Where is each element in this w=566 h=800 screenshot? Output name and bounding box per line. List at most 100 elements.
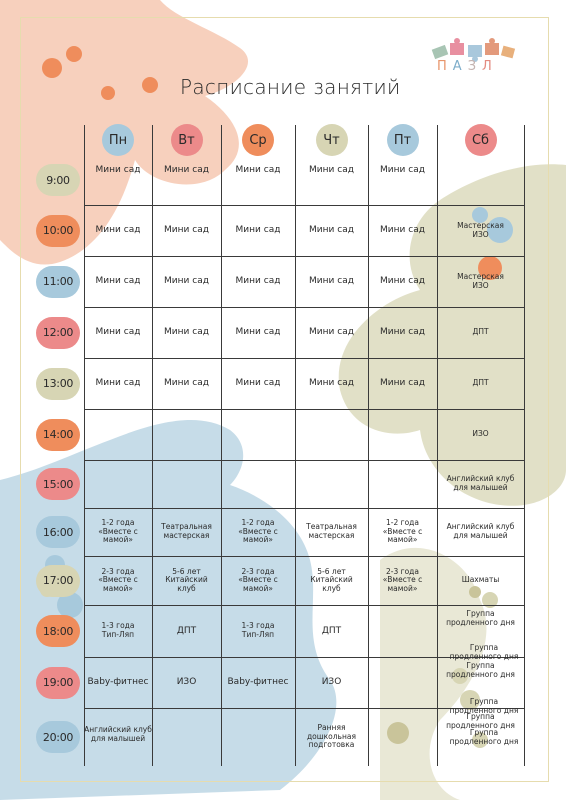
schedule-cell: Мини сад xyxy=(235,276,281,287)
schedule-cell: Театральная мастерская xyxy=(306,522,357,540)
logo-letter: Л xyxy=(482,59,498,74)
table-row-divider xyxy=(84,409,524,410)
table-column-divider xyxy=(368,125,369,766)
page-frame xyxy=(20,17,549,782)
schedule-cell: Мини сад xyxy=(95,276,141,287)
time-label: 20:00 xyxy=(36,721,80,753)
time-label: 19:00 xyxy=(36,666,80,699)
schedule-cell: 2-3 года «Вместе с мамой» xyxy=(238,566,278,593)
schedule-cell: Мини сад xyxy=(95,378,141,389)
table-row-divider xyxy=(84,605,524,606)
schedule-cell: Группа продленного дня xyxy=(446,712,515,730)
schedule-cell: ДПТ xyxy=(472,327,489,337)
schedule-cell: 2-3 года «Вместе с мамой» xyxy=(98,566,138,593)
schedule-cell: Мастерская ИЗО xyxy=(457,271,504,290)
schedule-cell: ДПТ xyxy=(472,378,489,388)
schedule-cell: ДПТ xyxy=(321,625,342,636)
page-title: Расписание занятий xyxy=(180,75,401,99)
time-label: 16:00 xyxy=(36,516,80,548)
table-row-divider xyxy=(84,708,524,709)
schedule-cell: Ранняя дошкольная подготовка xyxy=(307,723,356,750)
schedule-cell: Мини сад xyxy=(95,225,141,236)
schedule-cell: 1-2 года «Вместе с мамой» xyxy=(98,518,138,545)
table-row-divider xyxy=(84,358,524,359)
schedule-cell: Мини сад xyxy=(309,165,354,175)
time-label: 9:00 xyxy=(36,164,80,196)
time-label: 17:00 xyxy=(36,564,80,597)
schedule-cell: Мини сад xyxy=(309,276,354,287)
schedule-cell: Мини сад xyxy=(380,165,425,175)
schedule-cell: Мини сад xyxy=(380,378,425,389)
logo-letter: П xyxy=(437,59,453,74)
time-label: 13:00 xyxy=(36,367,80,400)
day-header-5: Пт xyxy=(386,124,419,156)
schedule-cell: 5-6 лет Китайский клуб xyxy=(310,566,353,593)
time-label: 18:00 xyxy=(36,615,80,647)
logo-letter: А xyxy=(452,59,468,74)
schedule-cell: Мини сад xyxy=(95,165,141,175)
time-label: 10:00 xyxy=(36,214,80,247)
schedule-cell: 1-2 года «Вместе с мамой» xyxy=(238,518,278,545)
time-label: 15:00 xyxy=(36,468,80,500)
table-row-divider xyxy=(84,556,524,557)
schedule-cell: Мини сад xyxy=(164,276,209,287)
schedule-cell: ДПТ xyxy=(176,625,197,636)
saturday-extra-entry: Группа продленного дня xyxy=(449,697,519,715)
schedule-cell: Мини сад xyxy=(235,225,281,236)
schedule-cell: Мини сад xyxy=(380,276,425,287)
table-column-divider xyxy=(437,125,438,766)
schedule-cell: Мини сад xyxy=(235,165,281,175)
time-label: 12:00 xyxy=(36,316,80,349)
schedule-cell: Мини сад xyxy=(164,378,209,389)
table-column-divider xyxy=(84,125,85,766)
table-row-divider xyxy=(84,256,524,257)
schedule-cell: 1-3 года Тип-Ляп xyxy=(101,621,135,639)
schedule-cell: Мини сад xyxy=(380,225,425,236)
schedule-cell: Театральная мастерская xyxy=(161,522,212,540)
schedule-cell: Группа продленного дня xyxy=(446,661,515,679)
schedule-cell: Мини сад xyxy=(95,327,141,338)
schedule-cell: Мини сад xyxy=(235,327,281,338)
schedule-cell: Baby-фитнес xyxy=(227,677,289,688)
schedule-cell: Английский клуб для малышей xyxy=(446,474,515,492)
schedule-cell: Группа продленного дня xyxy=(446,609,515,627)
table-row-divider xyxy=(84,508,524,509)
schedule-cell: Baby-фитнес xyxy=(87,677,149,688)
schedule-cell: Мини сад xyxy=(309,327,354,338)
schedule-cell: Мини сад xyxy=(164,225,209,236)
logo-letter: З xyxy=(467,59,483,74)
schedule-cell: Мини сад xyxy=(164,165,209,175)
day-header-1: Пн xyxy=(102,124,134,156)
saturday-extra-entry: Группа продленного дня xyxy=(449,728,519,746)
schedule-cell: Мини сад xyxy=(164,327,209,338)
table-column-divider xyxy=(221,125,222,766)
schedule-cell: Английский клуб для малышей xyxy=(446,522,515,540)
day-header-4: Чт xyxy=(315,124,348,156)
schedule-cell: Английский клуб для малышей xyxy=(84,725,152,743)
schedule-cell: 5-6 лет Китайский клуб xyxy=(165,566,208,593)
table-column-divider xyxy=(295,125,296,766)
day-header-2: Вт xyxy=(170,124,203,156)
table-column-divider xyxy=(152,125,153,766)
schedule-cell: Мастерская ИЗО xyxy=(457,220,504,239)
table-column-divider xyxy=(524,125,525,766)
schedule-cell: ИЗО xyxy=(321,677,342,688)
puzzle-logo-icon xyxy=(431,38,516,62)
table-row-divider xyxy=(84,460,524,461)
schedule-cell: 1-2 года «Вместе с мамой» xyxy=(382,518,423,545)
table-row-divider xyxy=(84,657,524,658)
day-header-6: Сб xyxy=(464,124,497,156)
schedule-cell: 1-3 года Тип-Ляп xyxy=(241,621,275,639)
schedule-cell: ИЗО xyxy=(472,429,489,439)
schedule-cell: Мини сад xyxy=(309,378,354,389)
schedule-cell: Мини сад xyxy=(235,378,281,389)
schedule-cell: Шахматы xyxy=(461,575,500,585)
schedule-cell: ИЗО xyxy=(176,677,197,688)
schedule-cell: Мини сад xyxy=(380,327,425,338)
time-label: 11:00 xyxy=(36,265,80,298)
table-row-divider xyxy=(84,307,524,308)
schedule-cell: Мини сад xyxy=(309,225,354,236)
logo-text: ПАЗЛ xyxy=(437,59,498,74)
saturday-extra-entry: Группа продленного дня xyxy=(449,643,519,661)
schedule-cell: 2-3 года «Вместе с мамой» xyxy=(382,566,423,593)
